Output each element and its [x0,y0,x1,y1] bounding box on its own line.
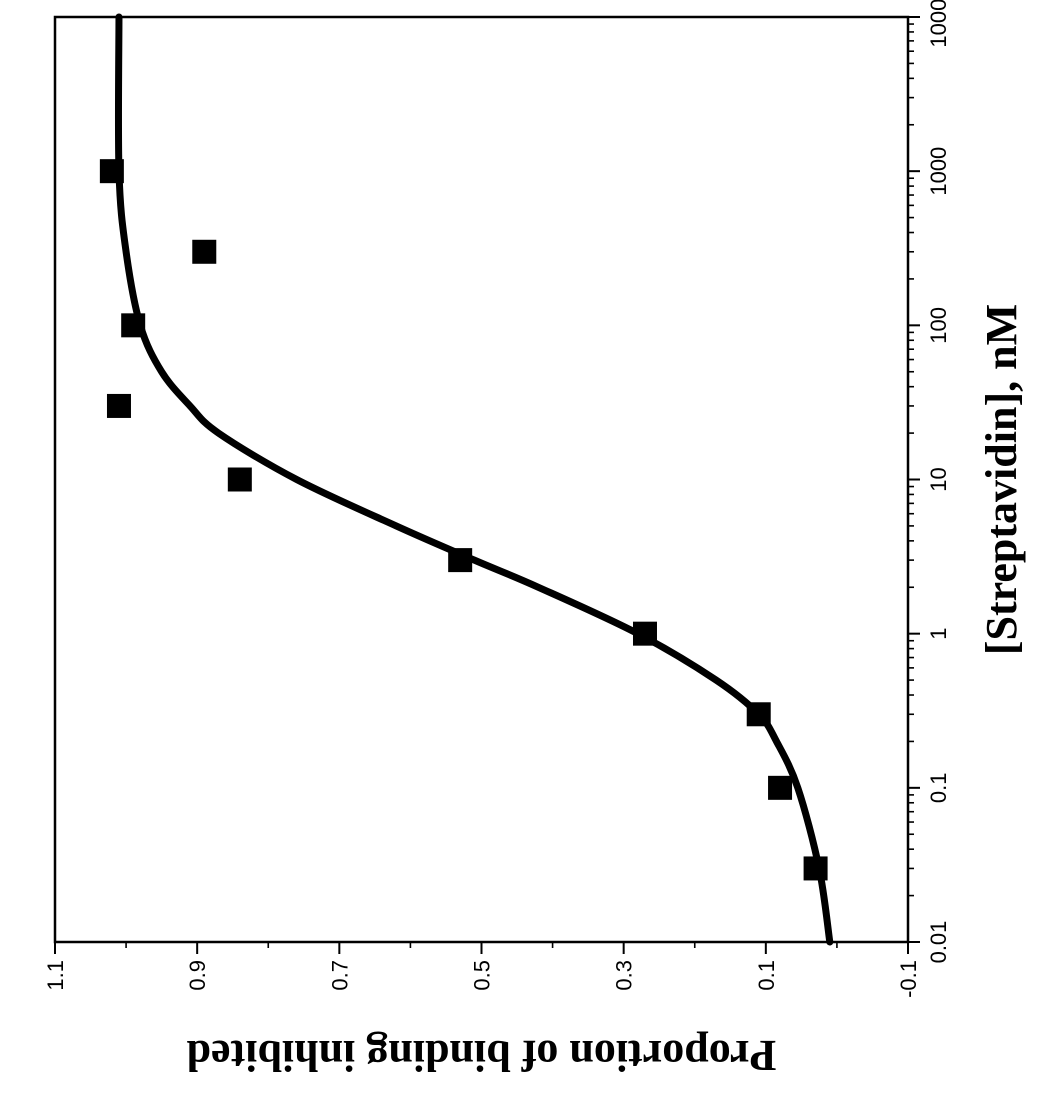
x-axis-title: [Streptavidin], nM [977,304,1026,655]
data-point [106,393,131,418]
data-point [768,775,793,800]
axis-ticks [54,16,920,954]
x-tick-label: 10000 [926,0,951,48]
x-tick-label: 0.01 [926,921,951,964]
y-tick-label: 0.7 [327,960,352,991]
y-axis-title: Proportion of binding inhibited [187,1031,777,1080]
x-tick-label: 1000 [926,147,951,196]
tick-labels: 0.01 0.1 1 10 100 1000 10000 -0.1 0.1 0.3 0.5 0.7 0.… [43,0,951,998]
x-tick-label: 1 [926,628,951,640]
data-point [448,548,473,573]
x-tick-label: 0.1 [926,773,951,804]
y-tick-label: 0.3 [612,960,637,991]
y-tick-label: 0.5 [470,960,495,991]
y-tick-label: 0.1 [754,960,779,991]
y-tick-label: 1.1 [43,960,68,991]
y-tick-label: 0.9 [185,960,210,991]
data-points [99,159,828,881]
y-tick-label: -0.1 [896,960,921,998]
data-point [99,159,124,184]
data-point [227,467,252,492]
fitted-curve [114,13,834,946]
x-tick-label: 10 [926,467,951,491]
x-tick-label: 100 [926,307,951,344]
rotated-plot-group: 0.01 0.1 1 10 100 1000 10000 -0.1 0.1 0.3 0.5 0.7 0.… [43,0,1026,1080]
data-point [192,239,217,264]
data-point [746,702,771,727]
data-point [803,856,828,881]
data-point [632,621,657,646]
data-point [121,313,146,338]
